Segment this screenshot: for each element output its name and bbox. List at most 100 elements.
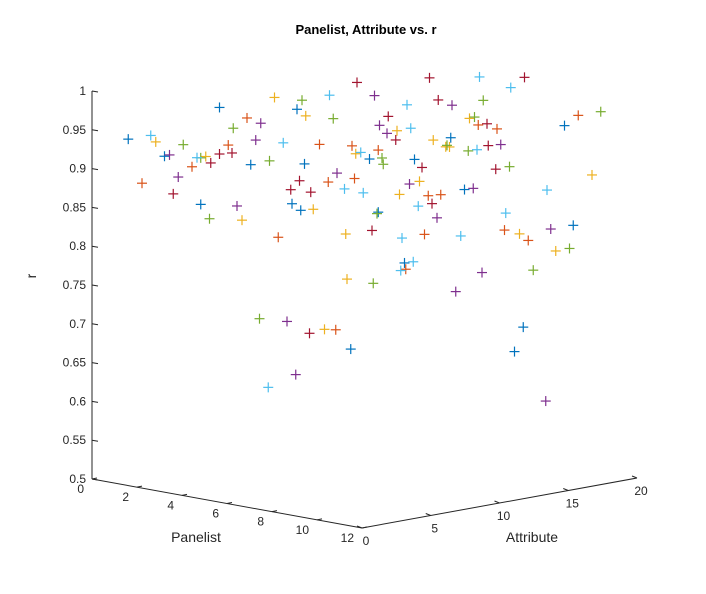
data-point (382, 128, 392, 139)
y-tick-label: 20 (634, 484, 648, 498)
data-point (245, 159, 256, 170)
series-4 (164, 90, 556, 407)
data-point (500, 208, 511, 219)
data-point (300, 110, 311, 121)
series-5 (178, 95, 606, 324)
data-point (390, 134, 401, 145)
data-point (397, 233, 407, 244)
data-point (499, 225, 510, 236)
data-point (435, 189, 446, 200)
x-tick-label: 6 (212, 507, 219, 521)
data-point (573, 110, 584, 121)
data-point (395, 265, 406, 276)
data-point (433, 94, 444, 105)
data-point (540, 396, 551, 407)
data-point (519, 72, 530, 83)
data-point (369, 90, 380, 101)
x-tick-label: 2 (122, 490, 129, 504)
z-tick (91, 284, 99, 287)
tick-labels: 0.50.550.60.650.70.750.80.850.90.9510246… (63, 84, 648, 548)
data-point (227, 147, 237, 158)
data-point (440, 141, 451, 152)
data-point (469, 112, 480, 123)
data-point (474, 71, 485, 82)
x-tick (271, 510, 278, 513)
series-6 (145, 71, 552, 393)
data-point (482, 118, 492, 129)
data-point (399, 257, 410, 268)
data-point (340, 229, 351, 240)
data-point (295, 205, 306, 216)
data-point (447, 100, 457, 111)
z-tick (91, 168, 99, 171)
z-tick (91, 206, 99, 209)
data-point (367, 225, 377, 236)
chart-title: Panelist, Attribute vs. r (295, 22, 436, 37)
y-tick (494, 500, 500, 504)
data-point (214, 102, 225, 113)
data-point (423, 190, 434, 201)
series-7 (168, 72, 530, 339)
data-point (445, 132, 456, 143)
y-tick-label: 0 (363, 534, 370, 548)
data-point (242, 112, 252, 123)
z-tick (91, 90, 99, 93)
data-point (509, 346, 520, 357)
data-point (419, 229, 430, 240)
data-point (342, 274, 352, 285)
data-point (192, 152, 202, 163)
data-point (409, 154, 420, 165)
y-axis-label: Attribute (506, 529, 558, 545)
data-point (123, 134, 134, 145)
data-point (424, 72, 435, 83)
x-tick (316, 518, 323, 521)
z-tick (91, 245, 99, 248)
data-point (232, 200, 242, 211)
data-point (432, 212, 442, 223)
data-point (137, 178, 147, 189)
data-point (464, 113, 475, 124)
x-axis-label: Panelist (171, 529, 221, 545)
data-point (478, 95, 489, 106)
data-point (372, 208, 382, 219)
data-point (364, 154, 375, 165)
data-point (405, 123, 416, 134)
data-point (332, 168, 342, 179)
z-tick-label: 1 (79, 84, 86, 98)
data-point (349, 173, 360, 184)
data-point (468, 183, 479, 194)
data-point (402, 99, 412, 110)
data-point (455, 230, 466, 241)
data-point (290, 369, 301, 380)
data-point (330, 324, 341, 335)
data-point (345, 344, 356, 355)
data-point (404, 179, 415, 190)
data-point (319, 324, 330, 335)
x-tick (361, 526, 368, 529)
data-point (292, 104, 302, 115)
x-tick-label: 4 (167, 498, 174, 512)
data-point (514, 228, 525, 239)
data-point (159, 151, 170, 162)
data-point (355, 147, 366, 158)
data-point (294, 175, 305, 186)
z-tick-label: 0.7 (69, 317, 86, 331)
data-point (413, 201, 424, 212)
data-point (518, 322, 529, 333)
x-tick-label: 12 (341, 531, 355, 545)
data-point (305, 187, 316, 198)
data-point (255, 118, 266, 129)
x-tick-label: 8 (257, 515, 264, 529)
z-tick-label: 0.55 (63, 433, 87, 447)
data-point (204, 213, 215, 224)
data-point (278, 137, 289, 148)
data-point (368, 278, 379, 289)
data-point (173, 172, 184, 183)
y-tick-label: 5 (431, 522, 438, 536)
data-point (492, 123, 502, 134)
data-point (168, 188, 179, 199)
data-point (477, 267, 487, 278)
data-point (377, 152, 387, 163)
z-tick (91, 439, 99, 442)
data-point (400, 264, 411, 275)
